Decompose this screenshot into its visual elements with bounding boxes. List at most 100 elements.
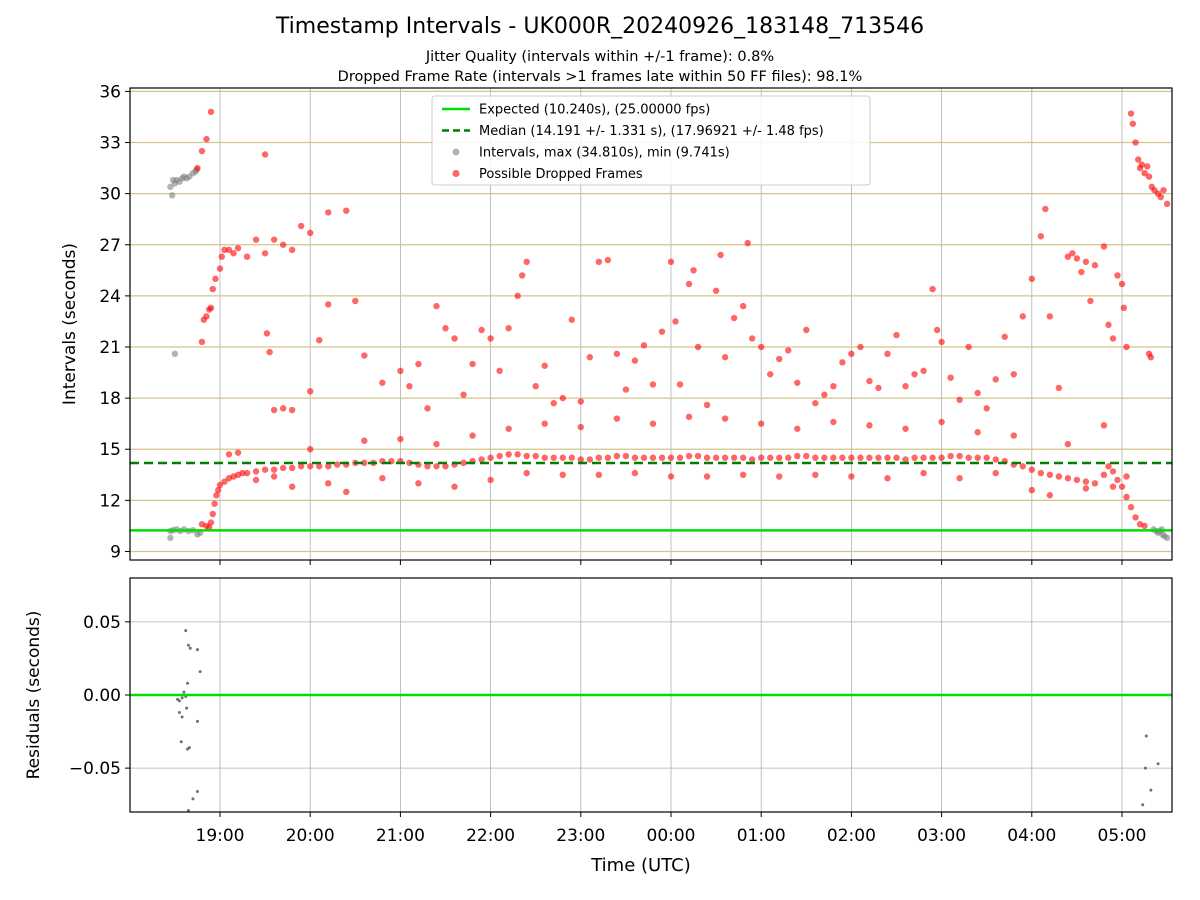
chart-subtitle-dropped: Dropped Frame Rate (intervals >1 frames … (337, 69, 863, 85)
dropped-frame-point (442, 325, 449, 332)
dropped-frame-point (270, 406, 278, 414)
dropped-frame-point (203, 135, 210, 143)
dropped-frame-point (866, 422, 873, 429)
dropped-frame-point (316, 463, 323, 470)
dropped-frame-point (334, 461, 341, 468)
dropped-frame-point (902, 425, 909, 432)
legend-label: Intervals, max (34.810s), min (9.741s) (479, 146, 730, 161)
dropped-frame-point (1046, 471, 1054, 479)
dropped-frame-point (239, 469, 246, 477)
dropped-frame-point (469, 360, 476, 368)
x-tick-label: 03:00 (917, 826, 966, 846)
dropped-frame-point (649, 381, 657, 388)
dropped-frame-point (595, 471, 603, 479)
dropped-frame-point (221, 246, 228, 254)
residual-point (191, 797, 195, 801)
dropped-frame-point (1118, 483, 1126, 490)
residual-point (180, 715, 184, 719)
dropped-frame-point (1123, 343, 1130, 351)
interval-point (1163, 534, 1171, 542)
dropped-frame-point (415, 360, 422, 368)
dropped-frame-point (613, 350, 621, 358)
dropped-frame-point (316, 336, 323, 344)
dropped-frame-point (230, 250, 237, 257)
dropped-frame-point (983, 405, 990, 412)
dropped-frame-point (703, 401, 711, 409)
dropped-frame-point (848, 473, 855, 480)
dropped-frame-point (974, 454, 981, 461)
dropped-frame-point (532, 452, 539, 460)
dropped-frame-point (1141, 522, 1148, 530)
dropped-frame-point (595, 454, 603, 461)
dropped-frame-point (622, 386, 630, 393)
residual-point (188, 646, 192, 650)
dropped-frame-point (1114, 272, 1121, 279)
dropped-frame-point (884, 350, 891, 358)
interval-point (168, 192, 176, 199)
legend-box (431, 95, 871, 186)
dropped-frame-point (739, 471, 747, 479)
dropped-frame-point (1147, 354, 1155, 361)
y-axis-label: Intervals (seconds) (60, 243, 80, 405)
dropped-frame-point (956, 396, 963, 404)
dropped-frame-point (1055, 473, 1063, 480)
dropped-frame-point (875, 454, 882, 461)
dropped-frame-point (821, 454, 828, 461)
y-tick-label: 30 (99, 185, 121, 205)
dropped-frame-point (559, 394, 566, 402)
dropped-frame-point (559, 471, 566, 479)
dropped-frame-point (1160, 187, 1167, 194)
dropped-frame-point (234, 449, 242, 456)
dropped-frame-point (902, 382, 909, 390)
dropped-frame-point (974, 389, 981, 397)
dropped-frame-point (1091, 480, 1099, 487)
dropped-frame-point (225, 451, 233, 458)
dropped-frame-point (803, 326, 810, 334)
dropped-frame-point (911, 371, 918, 378)
dropped-frame-point (649, 454, 657, 461)
dropped-frame-point (397, 367, 404, 375)
dropped-frame-point (938, 454, 945, 461)
residual-point (195, 648, 199, 652)
dropped-frame-point (830, 454, 837, 461)
dropped-frame-point (758, 454, 765, 461)
dropped-frame-point (424, 463, 431, 470)
dropped-frame-point (658, 454, 666, 461)
dropped-frame-point (1091, 262, 1099, 269)
dropped-frame-point (1100, 243, 1108, 250)
dropped-frame-point (279, 241, 287, 248)
dropped-frame-point (541, 454, 548, 461)
legend-label: Expected (10.240s), (25.00000 fps) (479, 103, 710, 118)
dropped-frame-point (288, 246, 296, 254)
dropped-frame-point (261, 151, 269, 158)
dropped-frame-point (812, 454, 819, 461)
dropped-frame-point (848, 454, 855, 461)
dropped-frame-point (830, 382, 837, 390)
dropped-frame-point (307, 446, 314, 453)
dropped-frame-point (1132, 514, 1139, 521)
dropped-frame-point (379, 379, 386, 386)
dropped-frame-point (216, 265, 224, 272)
dropped-frame-point (902, 456, 909, 463)
dropped-frame-point (920, 454, 927, 461)
chart-title: Timestamp Intervals - UK000R_20240926_18… (275, 14, 925, 39)
dropped-frame-point (505, 325, 512, 332)
dropped-frame-point (209, 285, 216, 293)
dropped-frame-point (577, 456, 584, 463)
dropped-frame-point (343, 488, 350, 496)
dropped-frame-point (839, 454, 846, 461)
dropped-frame-point (857, 454, 864, 461)
dropped-frame-point (685, 413, 693, 421)
dropped-frame-point (1028, 275, 1036, 283)
dropped-frame-point (875, 384, 882, 392)
dropped-frame-point (622, 452, 630, 460)
dropped-frame-point (1078, 268, 1085, 276)
dropped-frame-point (1010, 371, 1017, 378)
dropped-frame-point (613, 452, 621, 460)
dropped-frame-point (514, 292, 521, 300)
dropped-frame-point (270, 473, 278, 480)
dropped-frame-point (1028, 466, 1036, 473)
dropped-frame-point (212, 275, 219, 283)
y-tick-label: 0.00 (83, 686, 121, 706)
